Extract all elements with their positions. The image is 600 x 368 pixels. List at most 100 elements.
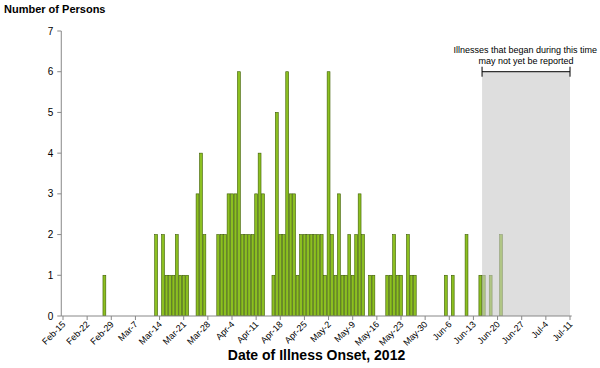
bar — [182, 275, 185, 316]
bar — [279, 235, 282, 316]
x-tick-label: Feb-29 — [88, 319, 115, 346]
x-axis — [61, 316, 571, 317]
x-tick-label: Apr-4 — [214, 319, 237, 342]
x-tick-label: Mar-28 — [185, 319, 212, 346]
y-tick — [57, 275, 61, 276]
bar — [224, 235, 227, 316]
x-tick-label: Feb-15 — [40, 319, 67, 346]
y-tick-label: 2 — [48, 229, 54, 240]
x-tick-label: Feb-22 — [64, 319, 91, 346]
bar — [306, 235, 309, 316]
bar — [369, 275, 372, 316]
bar — [162, 235, 165, 316]
x-tick — [352, 316, 353, 320]
x-tick-label: May-16 — [353, 319, 381, 347]
bar — [320, 235, 323, 316]
bar — [251, 235, 254, 316]
bar — [410, 275, 413, 316]
x-tick — [545, 316, 546, 320]
bar — [348, 235, 351, 316]
x-tick — [425, 316, 426, 320]
x-tick — [87, 316, 88, 320]
x-tick — [473, 316, 474, 320]
x-tick — [111, 316, 112, 320]
bar — [179, 275, 182, 316]
bar — [362, 235, 365, 316]
bar — [286, 72, 289, 316]
bar — [400, 275, 403, 316]
x-tick-label: Jun-27 — [500, 319, 527, 346]
bar — [231, 194, 234, 316]
bar — [241, 235, 244, 316]
x-tick — [376, 316, 377, 320]
bar — [351, 275, 354, 316]
x-tick — [207, 316, 208, 320]
x-axis-title: Date of Illness Onset, 2012 — [228, 347, 406, 363]
bar — [255, 194, 258, 316]
x-tick-label: Apr-25 — [283, 319, 309, 345]
bar — [341, 275, 344, 316]
bar — [103, 275, 106, 316]
annotation-text: Illnesses that began during this time — [453, 45, 597, 55]
bar — [389, 275, 392, 316]
bar — [386, 275, 389, 316]
bar — [313, 235, 316, 316]
bar — [327, 72, 330, 316]
bar — [303, 235, 306, 316]
y-tick — [57, 71, 61, 72]
y-axis — [61, 31, 62, 316]
bar — [324, 275, 327, 316]
bar — [293, 194, 296, 316]
bar — [220, 235, 223, 316]
bar — [465, 235, 468, 316]
bar — [282, 235, 285, 316]
bar — [248, 235, 251, 316]
y-tick — [57, 153, 61, 154]
bar — [317, 235, 320, 316]
bar — [406, 235, 409, 316]
bar — [227, 194, 230, 316]
bar — [155, 235, 158, 316]
bar — [165, 275, 168, 316]
unreported-period — [482, 72, 570, 316]
bar — [334, 275, 337, 316]
bar — [396, 275, 399, 316]
bar — [172, 275, 175, 316]
bar — [217, 235, 220, 316]
x-tick — [304, 316, 305, 320]
x-tick — [521, 316, 522, 320]
bar — [186, 275, 189, 316]
x-tick — [159, 316, 160, 320]
bar — [258, 153, 261, 316]
y-tick — [57, 112, 61, 113]
y-tick-label: 4 — [48, 148, 54, 159]
bar — [196, 194, 199, 316]
x-tick — [183, 316, 184, 320]
y-tick-label: 5 — [48, 107, 54, 118]
x-tick — [63, 316, 64, 320]
y-tick-label: 1 — [48, 270, 54, 281]
bar — [168, 275, 171, 316]
bar — [479, 275, 482, 316]
x-tick-label: Apr-11 — [235, 319, 261, 345]
bar — [355, 235, 358, 316]
bar — [175, 235, 178, 316]
y-axis-title: Number of Persons — [4, 3, 105, 15]
y-tick — [57, 234, 61, 235]
x-tick — [256, 316, 257, 320]
x-tick-label: Apr-18 — [259, 319, 285, 345]
x-tick-label: May-23 — [377, 319, 405, 347]
bar — [272, 275, 275, 316]
y-tick — [57, 31, 61, 32]
bar — [451, 275, 454, 316]
x-tick-label: May-2 — [308, 319, 333, 344]
x-tick-label: Jun-13 — [451, 319, 478, 346]
x-tick-label: Jul-11 — [550, 319, 574, 343]
x-tick — [497, 316, 498, 320]
x-tick-label: Jun-20 — [475, 319, 502, 346]
x-tick-label: Mar-14 — [137, 319, 164, 346]
x-tick — [280, 316, 281, 320]
y-tick — [57, 193, 61, 194]
annotation-bracket — [482, 67, 570, 77]
bar — [275, 112, 278, 316]
